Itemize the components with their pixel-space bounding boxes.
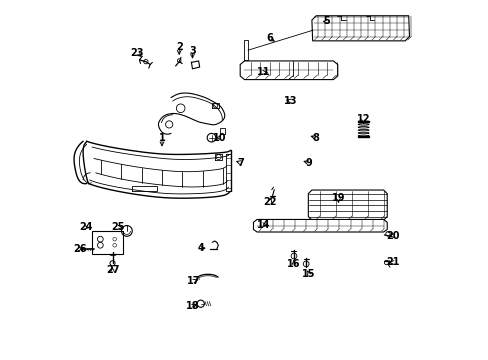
Bar	[357, 121, 368, 122]
Polygon shape	[92, 231, 122, 253]
Text: 11: 11	[256, 67, 270, 77]
Text: 2: 2	[176, 42, 182, 52]
Polygon shape	[253, 220, 386, 232]
Text: 1: 1	[158, 133, 165, 143]
Text: 22: 22	[263, 197, 276, 207]
Text: 19: 19	[331, 193, 345, 203]
Polygon shape	[308, 190, 386, 220]
Text: 24: 24	[79, 222, 93, 232]
Text: 21: 21	[386, 257, 399, 267]
Text: 25: 25	[111, 222, 125, 232]
Text: 14: 14	[256, 220, 270, 230]
Text: 6: 6	[265, 33, 272, 43]
Text: 5: 5	[323, 17, 330, 27]
Text: 8: 8	[312, 133, 319, 143]
Polygon shape	[240, 61, 337, 80]
Text: 4: 4	[198, 243, 204, 253]
Text: 3: 3	[189, 46, 196, 56]
Bar	[357, 136, 368, 137]
Text: 12: 12	[356, 114, 369, 124]
Text: 16: 16	[286, 259, 300, 269]
Text: 20: 20	[386, 231, 399, 240]
Text: 10: 10	[212, 133, 225, 143]
Polygon shape	[311, 16, 408, 41]
Text: 23: 23	[130, 48, 143, 58]
Text: 26: 26	[73, 244, 86, 254]
Text: 18: 18	[185, 301, 199, 311]
Text: 17: 17	[186, 276, 200, 286]
Text: 15: 15	[302, 269, 315, 279]
Text: 9: 9	[305, 158, 312, 168]
Text: 27: 27	[105, 265, 119, 275]
Text: 13: 13	[284, 96, 297, 106]
Text: 7: 7	[237, 158, 244, 168]
